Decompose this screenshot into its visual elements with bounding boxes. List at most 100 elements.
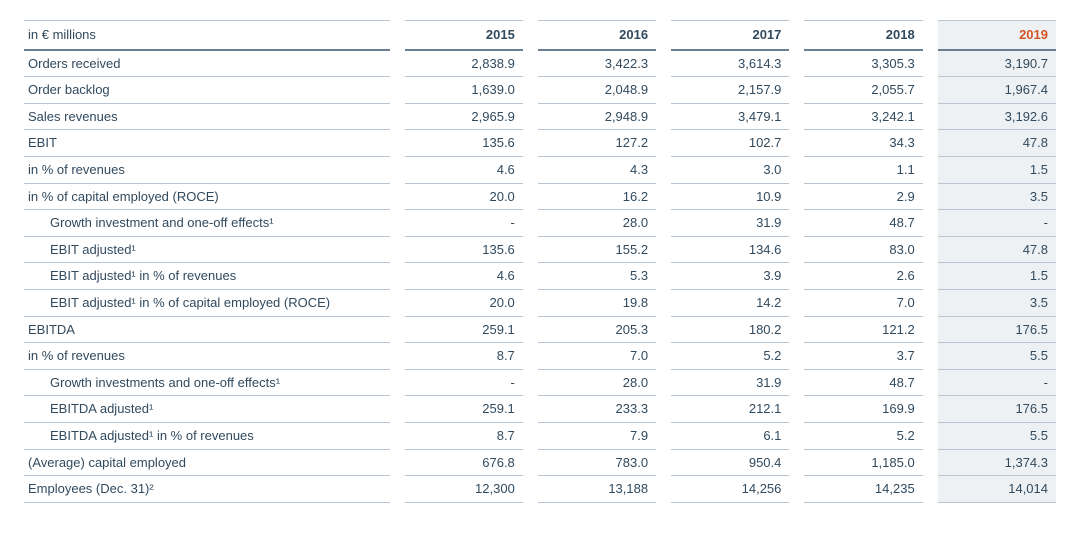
cell-value: 3,190.7 xyxy=(938,50,1056,77)
cell-value: 1,185.0 xyxy=(804,449,922,476)
cell-value: 19.8 xyxy=(538,289,656,316)
cell-value: 3,192.6 xyxy=(938,103,1056,130)
cell-value: 3,422.3 xyxy=(538,50,656,77)
cell-value: 1,639.0 xyxy=(405,77,523,104)
cell-value: 1,967.4 xyxy=(938,77,1056,104)
table-row: EBIT135.6127.2102.734.347.8 xyxy=(24,130,1056,157)
cell-value: 155.2 xyxy=(538,236,656,263)
row-label: Growth investments and one-off effects¹ xyxy=(24,369,390,396)
financial-table: in € millions 2015 2016 2017 2018 2019 O… xyxy=(24,20,1056,503)
row-label: in % of revenues xyxy=(24,343,390,370)
cell-value: 48.7 xyxy=(804,210,922,237)
cell-value: 233.3 xyxy=(538,396,656,423)
cell-value: 5.2 xyxy=(671,343,789,370)
table-row: Order backlog1,639.02,048.92,157.92,055.… xyxy=(24,77,1056,104)
row-label: EBIT adjusted¹ xyxy=(24,236,390,263)
row-label: in % of capital employed (ROCE) xyxy=(24,183,390,210)
cell-value: 2,157.9 xyxy=(671,77,789,104)
cell-value: 212.1 xyxy=(671,396,789,423)
col-year-4: 2019 xyxy=(938,21,1056,50)
cell-value: 121.2 xyxy=(804,316,922,343)
table-row: Growth investments and one-off effects¹-… xyxy=(24,369,1056,396)
cell-value: 83.0 xyxy=(804,236,922,263)
cell-value: 2,055.7 xyxy=(804,77,922,104)
cell-value: 3.5 xyxy=(938,289,1056,316)
cell-value: - xyxy=(938,369,1056,396)
row-label: Orders received xyxy=(24,50,390,77)
table-row: in % of revenues8.77.05.23.75.5 xyxy=(24,343,1056,370)
cell-value: 13,188 xyxy=(538,476,656,503)
cell-value: 14.2 xyxy=(671,289,789,316)
cell-value: 102.7 xyxy=(671,130,789,157)
cell-value: 47.8 xyxy=(938,236,1056,263)
col-year-2: 2017 xyxy=(671,21,789,50)
cell-value: 135.6 xyxy=(405,236,523,263)
cell-value: 676.8 xyxy=(405,449,523,476)
cell-value: 10.9 xyxy=(671,183,789,210)
table-row: EBIT adjusted¹ 135.6 155.2 134.6 83.0 47.8 xyxy=(24,236,1056,263)
col-year-0: 2015 xyxy=(405,21,523,50)
table-row: EBITDA259.1205.3180.2121.2176.5 xyxy=(24,316,1056,343)
cell-value: 7.9 xyxy=(538,422,656,449)
row-label: EBIT adjusted¹ in % of revenues xyxy=(24,263,390,290)
cell-value: 1.5 xyxy=(938,263,1056,290)
cell-value: 7.0 xyxy=(538,343,656,370)
cell-value: 180.2 xyxy=(671,316,789,343)
cell-value: 3.0 xyxy=(671,156,789,183)
cell-value: - xyxy=(938,210,1056,237)
row-label: EBITDA adjusted¹ in % of revenues xyxy=(24,422,390,449)
cell-value: 3,479.1 xyxy=(671,103,789,130)
cell-value: 8.7 xyxy=(405,422,523,449)
cell-value: 28.0 xyxy=(538,369,656,396)
cell-value: 12,300 xyxy=(405,476,523,503)
cell-value: 5.5 xyxy=(938,422,1056,449)
cell-value: 2,948.9 xyxy=(538,103,656,130)
cell-value: 31.9 xyxy=(671,210,789,237)
cell-value: 3,242.1 xyxy=(804,103,922,130)
table-row: EBITDA adjusted¹ in % of revenues8.77.96… xyxy=(24,422,1056,449)
cell-value: 28.0 xyxy=(538,210,656,237)
cell-value: 1.5 xyxy=(938,156,1056,183)
table-row: in % of revenues4.64.33.01.11.5 xyxy=(24,156,1056,183)
table-row: Growth investment and one-off effects¹ - 2… xyxy=(24,210,1056,237)
cell-value: 14,235 xyxy=(804,476,922,503)
header-label: in € millions xyxy=(24,21,390,50)
cell-value: 5.5 xyxy=(938,343,1056,370)
cell-value: 2.6 xyxy=(804,263,922,290)
cell-value: 783.0 xyxy=(538,449,656,476)
cell-value: 7.0 xyxy=(804,289,922,316)
cell-value: 134.6 xyxy=(671,236,789,263)
table-header: in € millions 2015 2016 2017 2018 2019 xyxy=(24,21,1056,50)
cell-value: 3.9 xyxy=(671,263,789,290)
row-label: EBIT adjusted¹ in % of capital employed … xyxy=(24,289,390,316)
cell-value: 4.6 xyxy=(405,263,523,290)
cell-value: 14,256 xyxy=(671,476,789,503)
table-row: in % of capital employed (ROCE)20.016.21… xyxy=(24,183,1056,210)
cell-value: 5.2 xyxy=(804,422,922,449)
col-year-1: 2016 xyxy=(538,21,656,50)
cell-value: - xyxy=(405,369,523,396)
cell-value: 34.3 xyxy=(804,130,922,157)
table-row: EBITDA adjusted¹259.1233.3212.1169.9176.… xyxy=(24,396,1056,423)
table-body: Orders received2,838.93,422.33,614.33,30… xyxy=(24,50,1056,503)
cell-value: 47.8 xyxy=(938,130,1056,157)
cell-value: 4.3 xyxy=(538,156,656,183)
table-row: EBIT adjusted¹ in % of capital employed … xyxy=(24,289,1056,316)
cell-value: 2,838.9 xyxy=(405,50,523,77)
cell-value: 20.0 xyxy=(405,289,523,316)
col-year-3: 2018 xyxy=(804,21,922,50)
row-label: Growth investment and one-off effects¹ xyxy=(24,210,390,237)
cell-value: 259.1 xyxy=(405,316,523,343)
cell-value: 176.5 xyxy=(938,316,1056,343)
row-label: EBITDA adjusted¹ xyxy=(24,396,390,423)
row-label: EBITDA xyxy=(24,316,390,343)
row-label: Employees (Dec. 31)² xyxy=(24,476,390,503)
table-row: EBIT adjusted¹ in % of revenues4.65.33.9… xyxy=(24,263,1056,290)
row-label: (Average) capital employed xyxy=(24,449,390,476)
cell-value: 169.9 xyxy=(804,396,922,423)
row-label: Sales revenues xyxy=(24,103,390,130)
cell-value: 2.9 xyxy=(804,183,922,210)
row-label: Order backlog xyxy=(24,77,390,104)
cell-value: 3,614.3 xyxy=(671,50,789,77)
cell-value: 16.2 xyxy=(538,183,656,210)
